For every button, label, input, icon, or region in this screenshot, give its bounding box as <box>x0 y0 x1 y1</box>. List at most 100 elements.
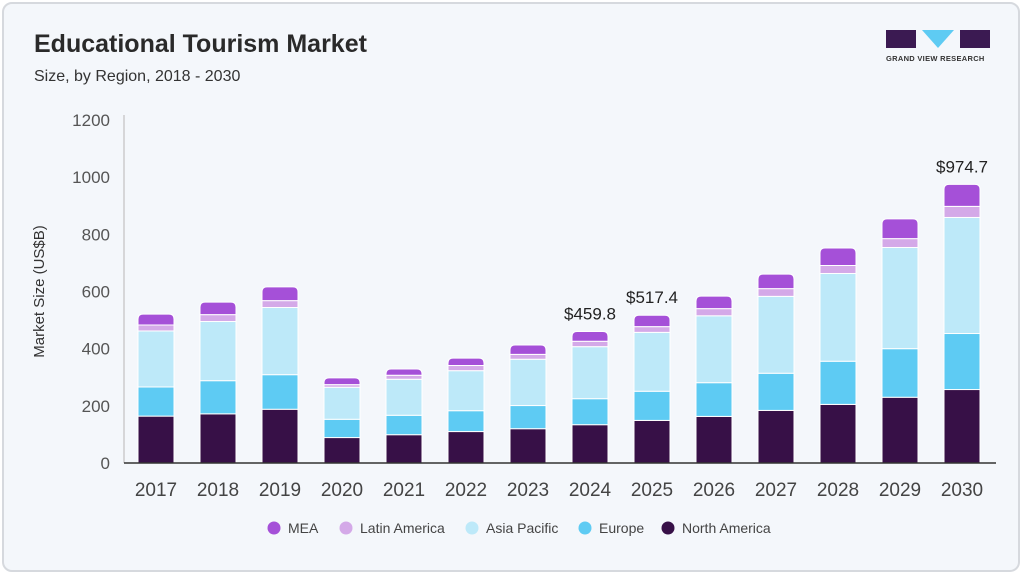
bar-segment-mea <box>695 295 733 310</box>
x-tick-label: 2029 <box>879 480 921 501</box>
bar-segment-north-america <box>261 408 299 464</box>
x-tick-label: 2024 <box>569 480 612 501</box>
bar-segment-latin-america <box>137 324 175 332</box>
bar-segment-north-america <box>447 431 485 464</box>
bar-segment-latin-america <box>633 326 671 333</box>
bar-segment-latin-america <box>881 238 919 248</box>
bar-segment-mea <box>137 313 175 326</box>
bar-segment-europe <box>509 405 547 430</box>
bar-segment-asia-pacific <box>261 307 299 376</box>
legend-marker-latin-america <box>339 521 353 535</box>
bar-segment-mea <box>447 357 485 367</box>
bar-segment-asia-pacific <box>447 370 485 412</box>
x-tick-label: 2030 <box>941 480 983 501</box>
bar-segment-north-america <box>757 409 795 464</box>
bar-segment-asia-pacific <box>695 315 733 384</box>
x-tick-label: 2019 <box>259 480 301 501</box>
bar-segment-north-america <box>881 396 919 464</box>
logo-text: GRAND VIEW RESEARCH <box>886 54 985 63</box>
bar-segment-north-america <box>323 437 361 464</box>
stacked-bar-chart: 0 200 400 600 800 1000 1200 Market Size (US$B) 2… <box>31 111 996 536</box>
y-tick-label: 0 <box>101 454 110 473</box>
bar-segment-north-america <box>385 434 423 464</box>
bar-segment-latin-america <box>199 314 237 323</box>
bar-segment-latin-america <box>757 288 795 297</box>
bar-segment-mea <box>943 183 981 207</box>
x-tick-label: 2026 <box>693 480 735 501</box>
bar-segment-latin-america <box>571 340 609 348</box>
bar-segment-europe <box>695 382 733 417</box>
legend-marker-asia-pacific <box>465 521 479 535</box>
bar-segment-europe <box>447 410 485 433</box>
x-tick-label: 2028 <box>817 480 859 501</box>
bar-segment-north-america <box>695 415 733 464</box>
x-tick-label: 2027 <box>755 480 797 501</box>
bar-segment-asia-pacific <box>757 295 795 374</box>
x-tick-label: 2021 <box>383 480 425 501</box>
chart-subtitle: Size, by Region, 2018 - 2030 <box>34 68 241 85</box>
data-label: $459.8 <box>564 305 616 324</box>
bar-segment-north-america <box>819 403 857 464</box>
bar-segment-europe <box>199 380 237 415</box>
bar-segment-europe <box>943 333 981 391</box>
grand-view-research-logo <box>886 30 990 48</box>
x-tick-label: 2017 <box>135 480 177 501</box>
bar-segment-europe <box>881 348 919 398</box>
bar-segment-europe <box>819 360 857 405</box>
bar-segment-north-america <box>199 413 237 464</box>
bar-segment-asia-pacific <box>509 358 547 407</box>
bar-segment-mea <box>881 218 919 240</box>
y-tick-label: 1200 <box>72 111 110 130</box>
bar-segment-europe <box>385 414 423 436</box>
bar-segment-asia-pacific <box>571 346 609 400</box>
bar-segment-asia-pacific <box>943 216 981 335</box>
bar-segment-mea <box>323 377 361 386</box>
bar-segment-north-america <box>137 415 175 464</box>
y-tick-label: 800 <box>82 225 110 244</box>
bar-segment-latin-america <box>819 264 857 274</box>
legend-label: Asia Pacific <box>486 520 558 536</box>
bar-segment-north-america <box>571 424 609 464</box>
bar-segment-north-america <box>633 419 671 464</box>
x-tick-label: 2023 <box>507 480 549 501</box>
x-tick-label: 2020 <box>321 480 363 501</box>
legend-label: Latin America <box>360 520 445 536</box>
bar-segment-asia-pacific <box>819 272 857 362</box>
legend-marker-mea <box>267 521 281 535</box>
legend-label: North America <box>682 520 771 536</box>
data-label: $974.7 <box>936 157 988 176</box>
bar-segment-europe <box>323 418 361 439</box>
bar-segment-mea <box>571 331 609 342</box>
x-tick-label: 2025 <box>631 480 673 501</box>
y-tick-label: 1000 <box>72 168 110 187</box>
bar-segment-latin-america <box>385 374 423 380</box>
bar-segment-asia-pacific <box>633 331 671 392</box>
bar-segment-mea <box>385 368 423 376</box>
y-tick-label: 600 <box>82 283 110 302</box>
bar-segment-mea <box>633 314 671 328</box>
bar-segment-europe <box>571 398 609 426</box>
bar-segment-mea <box>757 273 795 290</box>
bar-segment-north-america <box>943 389 981 464</box>
bar-segment-latin-america <box>695 308 733 317</box>
y-tick-label: 400 <box>82 340 110 359</box>
y-tick-label: 200 <box>82 397 110 416</box>
bar-segment-europe <box>633 390 671 421</box>
bar-segment-mea <box>261 286 299 302</box>
legend-marker-north-america <box>661 521 675 535</box>
bar-segment-europe <box>757 372 795 411</box>
bar-segment-latin-america <box>509 353 547 360</box>
bar-segment-latin-america <box>447 365 485 372</box>
legend-label: MEA <box>288 520 319 536</box>
bar-segment-north-america <box>509 428 547 464</box>
legend-label: Europe <box>599 520 644 536</box>
bar-segment-mea <box>819 247 857 266</box>
bar-segment-asia-pacific <box>385 378 423 416</box>
data-label: $517.4 <box>626 288 678 307</box>
bar-segment-mea <box>199 301 237 316</box>
y-axis-label: Market Size (US$B) <box>31 225 48 358</box>
x-tick-label: 2022 <box>445 480 487 501</box>
bar-segment-asia-pacific <box>323 386 361 420</box>
bar-segment-mea <box>509 344 547 355</box>
